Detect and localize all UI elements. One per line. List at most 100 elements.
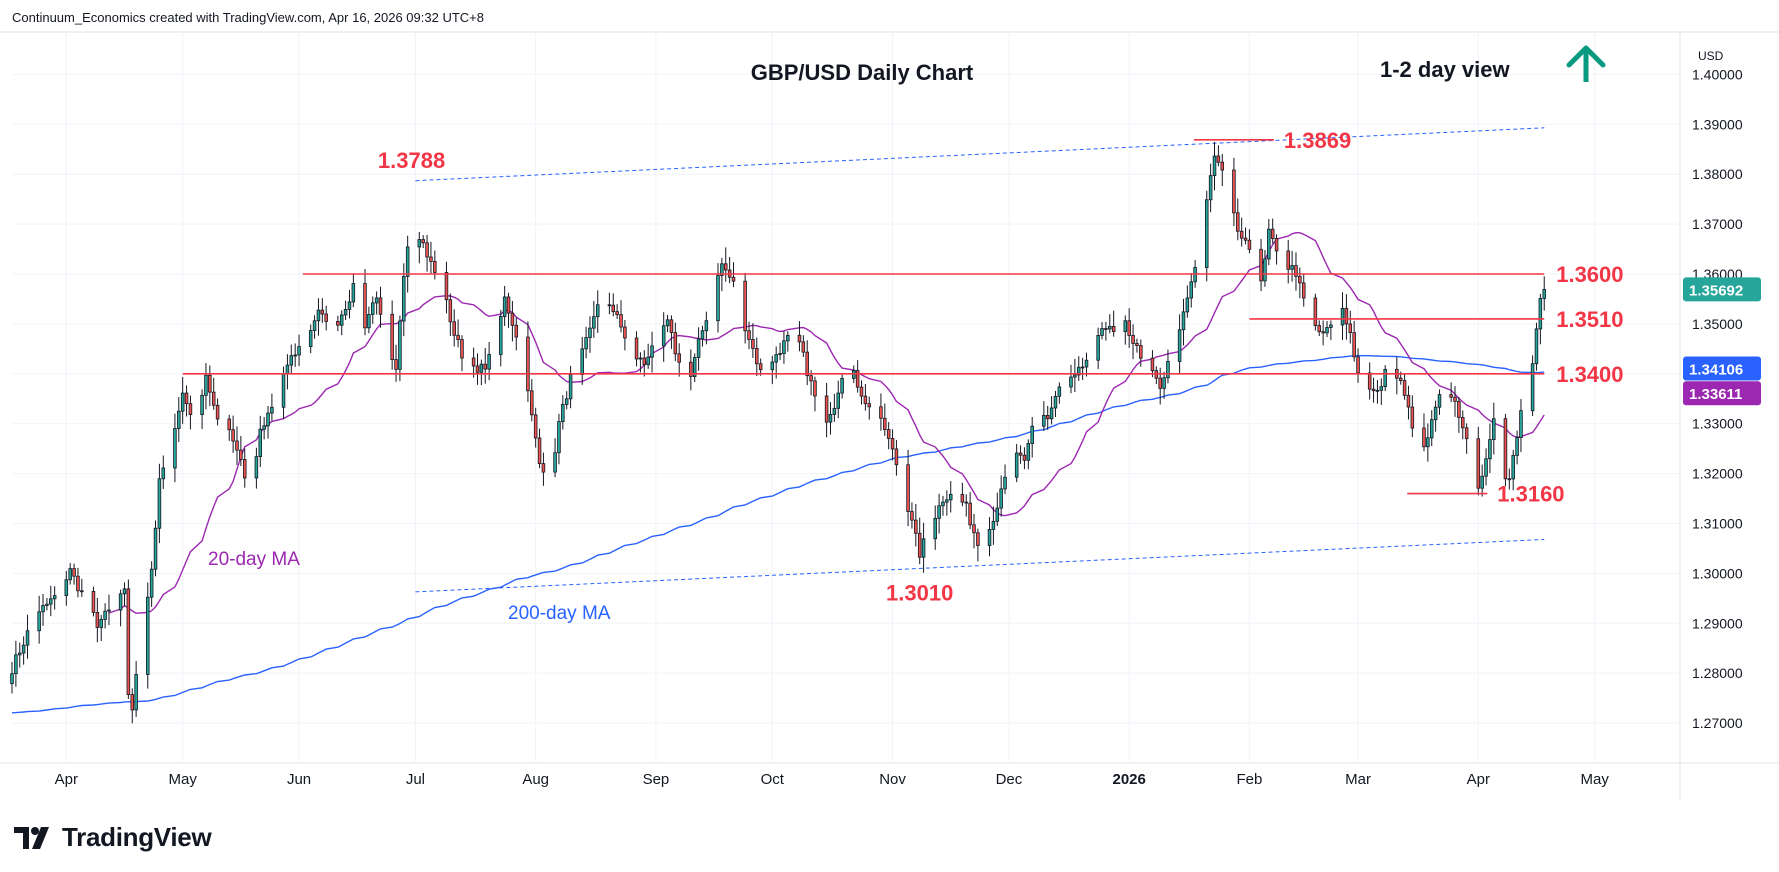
y-tick-label: 1.40000: [1692, 66, 1743, 82]
candle-body: [1433, 406, 1438, 421]
candle-body: [200, 394, 204, 415]
candle-body: [568, 374, 573, 400]
candle: [1488, 423, 1492, 474]
candle: [770, 355, 775, 385]
chart-title: GBP/USD Daily Chart: [751, 60, 974, 85]
candle-body: [1073, 374, 1077, 378]
candle: [68, 563, 72, 585]
candle-body: [999, 488, 1003, 509]
candle-body: [1084, 359, 1089, 368]
candle-body: [1356, 356, 1360, 374]
candle-body: [720, 263, 724, 276]
candle: [999, 475, 1003, 517]
candle: [184, 385, 189, 417]
candle-body: [157, 478, 162, 529]
candle-body: [1449, 394, 1453, 398]
candle: [37, 595, 41, 644]
candle: [692, 353, 697, 382]
candle: [801, 335, 806, 357]
candle: [1096, 327, 1100, 370]
candle-body: [700, 330, 705, 340]
candle: [786, 331, 790, 352]
candle-body: [452, 321, 456, 336]
candle-body: [1080, 366, 1085, 369]
candle-body: [336, 321, 340, 326]
x-tick-label: Sep: [643, 771, 670, 788]
tradingview-logo[interactable]: TradingView: [14, 822, 212, 853]
candle-body: [1321, 331, 1325, 334]
candle: [1108, 314, 1112, 334]
candle-body: [1464, 427, 1469, 440]
candle-body: [1290, 265, 1294, 270]
candle-body: [153, 527, 158, 570]
candle: [747, 321, 751, 350]
candle-body: [886, 429, 891, 439]
candle: [161, 455, 166, 489]
candle-body: [1344, 307, 1349, 325]
candle: [836, 380, 840, 419]
candle-body: [324, 313, 328, 322]
tradingview-logo-text: TradingView: [62, 822, 212, 852]
candle-body: [1139, 345, 1143, 359]
candle: [611, 293, 616, 317]
price-tag-label: 1.34106: [1689, 362, 1743, 379]
candle: [1189, 273, 1193, 308]
candle-body: [1461, 417, 1465, 429]
candle-body: [398, 320, 402, 370]
candle: [258, 415, 263, 468]
candle: [1476, 426, 1481, 496]
candle: [1022, 447, 1027, 470]
y-tick-label: 1.31000: [1692, 515, 1743, 531]
candle-body: [339, 314, 344, 326]
candle-body: [1476, 438, 1481, 489]
candle: [99, 614, 103, 642]
candle-body: [184, 392, 189, 405]
candle: [1274, 234, 1279, 265]
candle: [180, 376, 185, 424]
candle: [1003, 464, 1007, 494]
candle-body: [584, 337, 588, 350]
candle: [130, 688, 135, 724]
candle: [308, 324, 313, 354]
candle: [1461, 410, 1465, 440]
candle-body: [786, 334, 790, 342]
candle: [557, 413, 561, 465]
candle-body: [1484, 458, 1488, 477]
candle: [134, 661, 138, 718]
candle: [1383, 365, 1387, 392]
x-tick-label: Aug: [522, 771, 549, 788]
candle: [987, 517, 992, 557]
candle-body: [987, 529, 992, 546]
candle-body: [1220, 161, 1225, 171]
candle-body: [948, 493, 953, 501]
candle: [126, 579, 131, 699]
candle: [297, 334, 301, 367]
candle-body: [805, 351, 809, 377]
candle: [917, 517, 922, 565]
candle-body: [995, 507, 1000, 522]
candle-body: [1371, 388, 1376, 392]
candle-body: [1003, 476, 1007, 490]
candle: [615, 304, 619, 320]
candle-body: [836, 392, 840, 409]
candle: [564, 391, 569, 410]
candle-body: [18, 652, 22, 656]
candle-body: [976, 532, 980, 546]
candle: [460, 335, 464, 372]
candle: [638, 352, 643, 373]
candle-body: [809, 375, 813, 382]
candle: [390, 300, 394, 370]
candle-body: [840, 377, 844, 394]
candle-body: [1542, 289, 1546, 299]
candle: [1317, 320, 1322, 337]
candle: [1484, 448, 1488, 486]
candle: [669, 315, 674, 349]
candle: [906, 449, 910, 527]
candle-body: [320, 309, 325, 315]
candle-body: [972, 524, 976, 534]
candle-body: [1236, 212, 1240, 232]
candle-body: [254, 456, 259, 479]
candle-body: [37, 611, 41, 632]
price-chart[interactable]: Apr May Jun Jul Aug Sep Oct Nov Dec 2026 Feb Mar Apr…: [0, 0, 1779, 820]
candle-body: [204, 374, 208, 396]
